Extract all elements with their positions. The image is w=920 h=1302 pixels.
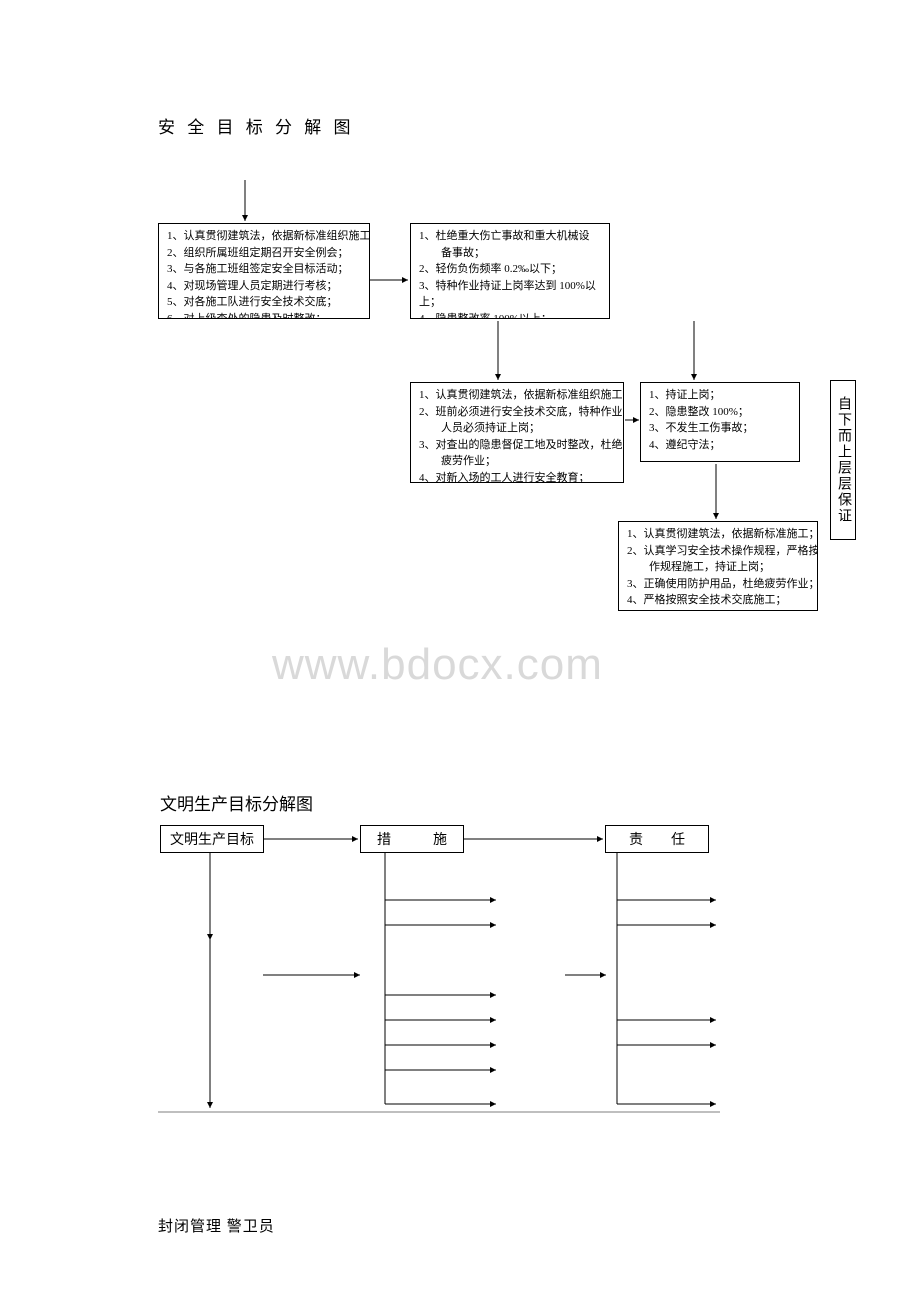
box-a-line: 5、对各施工队进行安全技术交底；	[167, 294, 361, 311]
box-b-line: 备事故；	[419, 245, 601, 262]
box-h-measures: 措 施	[360, 825, 464, 853]
box-d-line: 1、持证上岗；	[649, 387, 791, 404]
box-e-line: 作规程施工，持证上岗；	[627, 559, 809, 576]
box-g-target: 文明生产目标	[160, 825, 264, 853]
box-i-responsibility: 责 任	[605, 825, 709, 853]
box-f-vertical: 自下而上层层保证	[830, 380, 856, 540]
box-e-line: 3、正确使用防护用品，杜绝疲劳作业；	[627, 576, 809, 593]
box-a-line: 1、认真贯彻建筑法，依据新标准组织施工；	[167, 228, 361, 245]
box-b-line: 3、特种作业持证上岗率达到 100%以	[419, 278, 601, 295]
box-c-line: 1、认真贯彻建筑法，依据新标准组织施工；	[419, 387, 615, 404]
box-c-line: 4、对新入场的工人进行安全教育；	[419, 470, 615, 484]
box-c-line: 疲劳作业；	[419, 453, 615, 470]
box-b-line: 1、杜绝重大伤亡事故和重大机械设	[419, 228, 601, 245]
box-d: 1、持证上岗； 2、隐患整改 100%； 3、不发生工伤事故； 4、遵纪守法；	[640, 382, 800, 462]
box-c-line: 人员必须持证上岗；	[419, 420, 615, 437]
box-a-line: 6、对上级查处的隐患及时整改；	[167, 311, 361, 320]
box-d-line: 3、不发生工伤事故；	[649, 420, 791, 437]
diagram2-title: 文明生产目标分解图	[160, 790, 313, 815]
box-a-line: 4、对现场管理人员定期进行考核；	[167, 278, 361, 295]
box-d-line: 4、遵纪守法；	[649, 437, 791, 454]
box-a: 1、认真贯彻建筑法，依据新标准组织施工； 2、组织所属班组定期召开安全例会； 3…	[158, 223, 370, 319]
box-c: 1、认真贯彻建筑法，依据新标准组织施工； 2、班前必须进行安全技术交底，特种作业…	[410, 382, 624, 483]
box-b: 1、杜绝重大伤亡事故和重大机械设 备事故； 2、轻伤负伤频率 0.2‰以下； 3…	[410, 223, 610, 319]
box-e-line: 1、认真贯彻建筑法，依据新标准施工；	[627, 526, 809, 543]
box-b-line: 4、隐患整改率 100%以上；	[419, 311, 601, 320]
box-a-line: 3、与各施工班组签定安全目标活动；	[167, 261, 361, 278]
watermark: www.bdocx.com	[272, 640, 603, 690]
box-d-line: 2、隐患整改 100%；	[649, 404, 791, 421]
footer-text: 封闭管理 警卫员	[158, 1215, 275, 1236]
box-e: 1、认真贯彻建筑法，依据新标准施工； 2、认真学习安全技术操作规程，严格按照操 …	[618, 521, 818, 611]
box-b-line: 上；	[419, 294, 601, 311]
diagram1-title: 安 全 目 标 分 解 图	[158, 113, 355, 138]
box-b-line: 2、轻伤负伤频率 0.2‰以下；	[419, 261, 601, 278]
box-a-line: 2、组织所属班组定期召开安全例会；	[167, 245, 361, 262]
box-e-line: 2、认真学习安全技术操作规程，严格按照操	[627, 543, 809, 560]
box-c-line: 3、对查出的隐患督促工地及时整改，杜绝	[419, 437, 615, 454]
box-c-line: 2、班前必须进行安全技术交底，特种作业	[419, 404, 615, 421]
box-e-line: 5、对隐患要及时整改；	[627, 609, 809, 612]
box-e-line: 4、严格按照安全技术交底施工；	[627, 592, 809, 609]
